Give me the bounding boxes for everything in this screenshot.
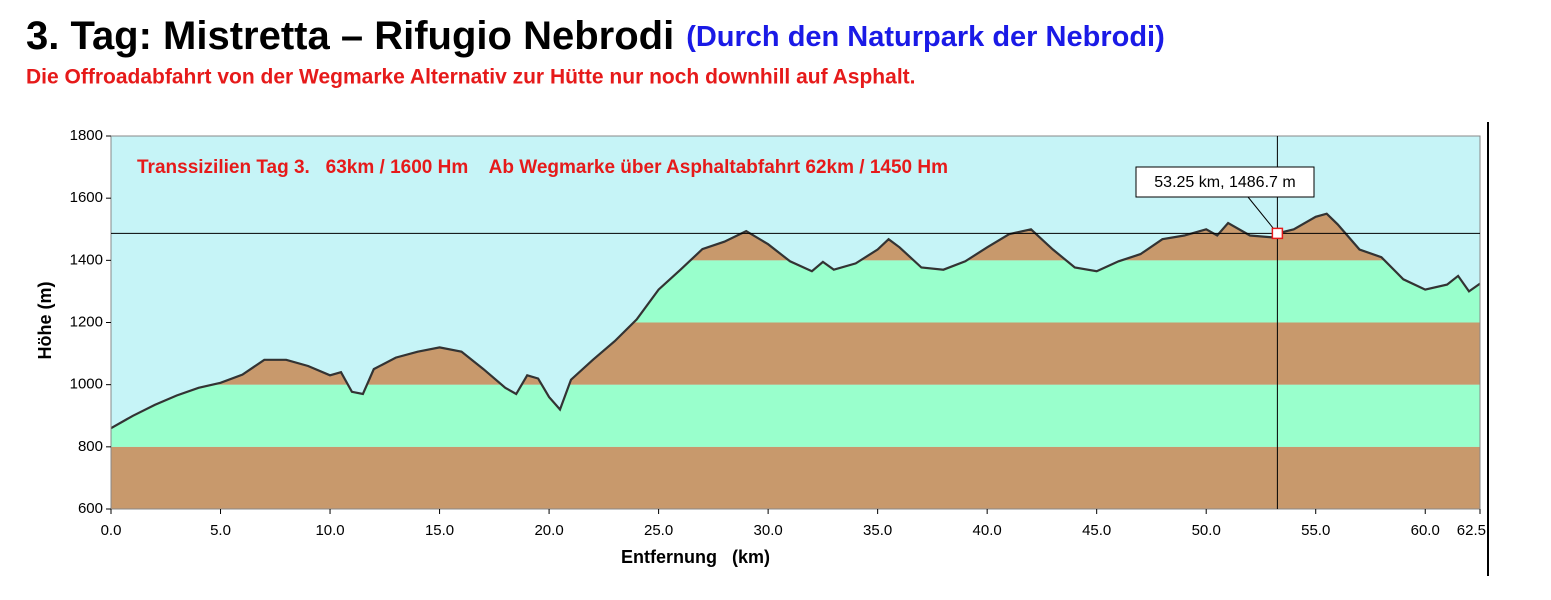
- title-note: (Durch den Naturpark der Nebrodi): [686, 21, 1165, 53]
- x-tick-label: 45.0: [1082, 522, 1111, 539]
- x-tick-label: 30.0: [754, 522, 783, 539]
- elevation-band: [111, 384, 1480, 447]
- x-tick-label: 5.0: [210, 522, 231, 539]
- x-tick-label: 40.0: [973, 522, 1002, 539]
- x-tick-label: 10.0: [315, 522, 344, 539]
- x-axis-label: Entfernung (km): [621, 547, 770, 567]
- y-tick-label: 1000: [70, 376, 103, 393]
- x-tick-label: 55.0: [1301, 522, 1330, 539]
- elevation-band: [111, 446, 1480, 509]
- x-tick-label: 62.5: [1457, 522, 1486, 539]
- plot-note: Transsizilien Tag 3. 63km / 1600 Hm Ab W…: [137, 157, 948, 178]
- x-tick-label: 25.0: [644, 522, 673, 539]
- y-tick-label: 600: [78, 500, 103, 517]
- y-tick-label: 800: [78, 438, 103, 455]
- y-axis-label: Höhe (m): [35, 282, 55, 360]
- x-tick-label: 50.0: [1192, 522, 1221, 539]
- callout-pointer: [1247, 196, 1278, 234]
- title-main: 3. Tag: Mistretta – Rifugio Nebrodi: [26, 14, 674, 58]
- x-tick-label: 20.0: [534, 522, 563, 539]
- y-tick-label: 1600: [70, 189, 103, 206]
- x-tick-label: 0.0: [101, 522, 122, 539]
- callout-label: 53.25 km, 1486.7 m: [1154, 174, 1295, 191]
- x-tick-label: 15.0: [425, 522, 454, 539]
- chart-title: 3. Tag: Mistretta – Rifugio Nebrodi (Durc…: [26, 14, 1165, 58]
- cursor-marker: [1271, 227, 1284, 240]
- y-tick-label: 1800: [70, 127, 103, 144]
- x-tick-label: 35.0: [863, 522, 892, 539]
- chart-subtitle: Die Offroadabfahrt von der Wegmarke Alte…: [26, 66, 915, 89]
- callout-box: [1135, 166, 1315, 198]
- x-tick-label: 60.0: [1411, 522, 1440, 539]
- y-tick-label: 1400: [70, 251, 103, 268]
- y-tick-label: 1200: [70, 313, 103, 330]
